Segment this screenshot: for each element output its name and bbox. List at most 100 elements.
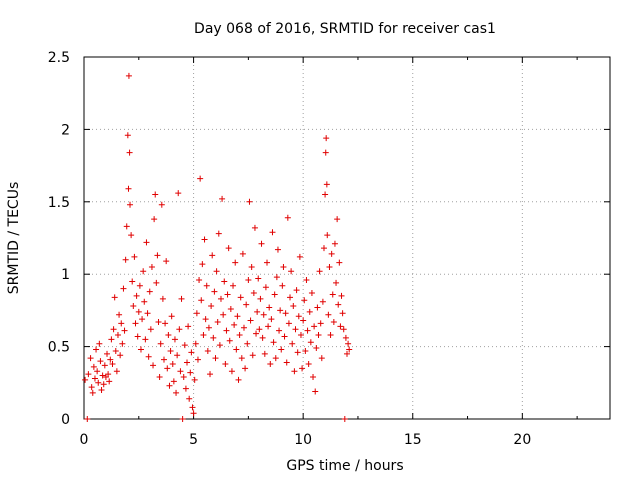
data-point xyxy=(230,282,237,289)
data-point xyxy=(331,240,338,247)
data-point xyxy=(154,252,161,259)
data-point xyxy=(334,216,341,223)
data-point xyxy=(236,332,243,339)
data-point xyxy=(158,201,165,208)
data-point xyxy=(82,376,89,383)
data-point xyxy=(85,371,92,378)
data-point xyxy=(264,259,271,266)
data-point xyxy=(221,278,228,285)
data-point xyxy=(262,284,269,291)
data-point xyxy=(327,332,334,339)
data-point xyxy=(313,345,320,352)
data-point xyxy=(256,326,263,333)
data-point xyxy=(121,327,128,334)
data-point xyxy=(201,236,208,243)
data-point xyxy=(176,326,183,333)
data-point xyxy=(104,350,111,357)
data-point xyxy=(302,347,309,354)
data-point xyxy=(139,316,146,323)
data-point xyxy=(326,263,333,270)
y-axis-title: SRMTID / TECUs xyxy=(6,182,22,295)
y-tick-label: 0.5 xyxy=(48,340,70,356)
data-point xyxy=(123,223,130,230)
data-point xyxy=(254,308,261,315)
x-tick-label: 0 xyxy=(80,432,89,448)
data-point xyxy=(299,365,306,372)
data-point xyxy=(258,240,265,247)
data-point xyxy=(181,342,188,349)
data-point xyxy=(338,292,345,299)
data-point xyxy=(300,317,307,324)
data-point xyxy=(246,198,253,205)
data-point xyxy=(203,282,210,289)
data-point xyxy=(99,372,106,379)
data-point xyxy=(186,395,193,402)
data-point xyxy=(192,340,199,347)
data-point xyxy=(177,368,184,375)
data-point xyxy=(295,313,302,320)
data-point xyxy=(328,250,335,257)
data-point xyxy=(107,356,114,363)
data-point xyxy=(225,245,232,252)
data-point xyxy=(288,268,295,275)
data-point xyxy=(212,355,219,362)
data-point xyxy=(165,332,172,339)
data-point xyxy=(289,340,296,347)
y-tick-label: 1.5 xyxy=(48,195,70,211)
data-point xyxy=(287,294,294,301)
y-tick-label: 2.5 xyxy=(48,50,70,66)
data-point xyxy=(117,352,124,359)
data-point xyxy=(98,387,105,394)
data-point xyxy=(145,353,152,360)
data-point xyxy=(209,252,216,259)
data-point xyxy=(205,324,212,331)
data-point xyxy=(255,275,262,282)
data-point xyxy=(125,185,132,192)
data-point xyxy=(280,263,287,270)
data-point xyxy=(116,311,123,318)
data-point xyxy=(324,232,331,239)
data-point xyxy=(208,303,215,310)
y-tick-label: 0 xyxy=(61,412,70,428)
data-point xyxy=(316,268,323,275)
data-point xyxy=(290,303,297,310)
data-point xyxy=(175,190,182,197)
data-point xyxy=(260,311,267,318)
data-point xyxy=(152,191,159,198)
data-point xyxy=(297,332,304,339)
data-point xyxy=(291,368,298,375)
data-point xyxy=(128,232,135,239)
data-point xyxy=(100,381,107,388)
x-axis-title: GPS time / hours xyxy=(286,458,403,474)
data-point xyxy=(223,327,230,334)
data-point xyxy=(111,294,118,301)
data-point xyxy=(238,355,245,362)
data-point xyxy=(333,279,340,286)
data-point xyxy=(325,311,332,318)
data-point xyxy=(268,316,275,323)
data-point xyxy=(202,316,209,323)
data-point xyxy=(151,216,158,223)
data-point xyxy=(164,365,171,372)
data-point xyxy=(279,282,286,289)
data-point xyxy=(293,287,300,294)
data-point xyxy=(187,369,194,376)
data-point xyxy=(341,416,348,422)
data-point xyxy=(337,323,344,330)
data-point xyxy=(96,340,103,347)
data-point xyxy=(271,291,278,298)
data-point xyxy=(101,362,108,369)
data-point xyxy=(284,214,291,221)
data-point xyxy=(95,379,102,386)
data-point xyxy=(143,239,150,246)
data-point xyxy=(179,416,186,422)
data-point xyxy=(135,308,142,315)
x-tick-label: 5 xyxy=(189,432,198,448)
data-point xyxy=(273,274,280,281)
data-point xyxy=(346,346,353,353)
data-point xyxy=(233,346,240,353)
data-point xyxy=(261,350,268,357)
data-point xyxy=(159,295,166,302)
data-point xyxy=(153,279,160,286)
